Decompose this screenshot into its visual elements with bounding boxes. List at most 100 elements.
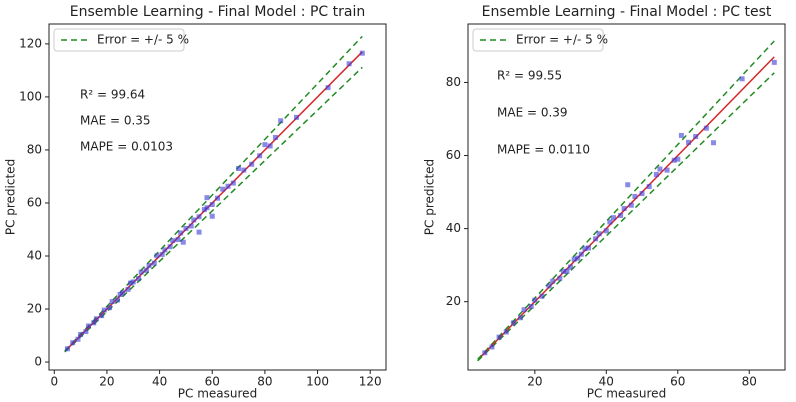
data-point: [83, 329, 89, 335]
data-point: [550, 278, 556, 284]
annotation: R² = 99.55: [497, 69, 562, 83]
data-point: [639, 191, 645, 197]
y-tick-label: 80: [446, 75, 461, 89]
data-point: [346, 61, 352, 67]
x-tick-label: 80: [257, 375, 272, 389]
data-point: [578, 251, 584, 257]
data-point: [278, 118, 284, 124]
data-point: [225, 183, 231, 189]
data-point: [70, 340, 76, 346]
data-point: [664, 167, 670, 173]
data-point: [585, 245, 591, 251]
data-point: [560, 268, 566, 274]
annotation: R² = 99.64: [80, 88, 145, 102]
data-point: [671, 157, 677, 163]
x-tick-label: 100: [306, 375, 329, 389]
y-tick-label: 0: [34, 355, 42, 369]
data-point: [178, 230, 184, 236]
data-point: [489, 344, 495, 350]
data-point: [771, 59, 777, 65]
x-tick-label: 80: [742, 375, 757, 389]
data-point: [571, 256, 577, 262]
data-point: [183, 225, 189, 231]
data-point: [128, 280, 134, 286]
data-point: [236, 165, 242, 171]
data-point: [325, 85, 331, 91]
data-point: [162, 247, 168, 253]
data-point: [532, 297, 538, 303]
x-tick-label: 40: [599, 375, 614, 389]
y-tick-label: 60: [27, 195, 42, 209]
data-point: [510, 320, 516, 326]
y-tick-label: 100: [19, 89, 42, 103]
data-point: [215, 195, 220, 201]
data-point: [188, 223, 194, 229]
data-point: [196, 229, 202, 235]
annotation: MAE = 0.39: [497, 106, 568, 120]
x-tick-label: 120: [359, 375, 382, 389]
data-point: [220, 186, 226, 192]
data-point: [130, 279, 136, 285]
data-point: [557, 275, 563, 281]
data-point: [138, 269, 144, 275]
data-point: [575, 255, 581, 261]
data-point: [201, 207, 207, 213]
y-tick-label: 60: [446, 148, 461, 162]
data-point: [628, 202, 634, 208]
legend-label: Error = +/- 5 %: [97, 33, 189, 47]
y-tick-label: 40: [27, 248, 42, 262]
data-point: [125, 286, 131, 292]
data-point: [546, 283, 552, 289]
data-point: [241, 167, 247, 173]
data-point: [632, 193, 638, 199]
x-axis-label: PC measured: [178, 387, 257, 401]
data-point: [167, 244, 173, 250]
data-point: [64, 346, 70, 352]
data-point: [175, 237, 181, 243]
data-point: [503, 329, 509, 335]
data-point: [209, 202, 215, 208]
data-point: [272, 134, 278, 140]
data-point: [120, 290, 126, 296]
data-point: [143, 267, 149, 273]
data-point: [496, 334, 502, 340]
error-band-line: [64, 35, 363, 352]
y-tick-label: 120: [19, 36, 42, 50]
error-band-line: [477, 40, 775, 360]
data-point: [191, 217, 197, 223]
data-point: [621, 206, 627, 212]
plot-frame: [467, 23, 786, 371]
data-point: [75, 336, 81, 342]
data-point: [230, 180, 236, 186]
data-point: [646, 184, 652, 190]
data-point: [180, 239, 186, 245]
y-tick-label: 80: [27, 142, 42, 156]
data-point: [107, 305, 113, 311]
x-tick-label: 0: [50, 375, 58, 389]
data-point: [109, 299, 115, 305]
data-point: [539, 293, 545, 299]
data-point: [293, 114, 299, 120]
data-point: [518, 315, 524, 321]
error-band-line: [64, 66, 363, 353]
plot-frame: [48, 23, 387, 371]
data-point: [528, 303, 534, 309]
chart-title: Ensemble Learning - Final Model : PC tes…: [482, 4, 772, 20]
y-axis-label: PC predicted: [4, 159, 18, 235]
data-point: [93, 316, 99, 322]
data-point: [159, 251, 165, 257]
data-point: [678, 132, 684, 138]
data-point: [136, 276, 142, 282]
x-tick-label: 20: [99, 375, 114, 389]
legend-box: [53, 28, 185, 52]
data-point: [146, 263, 152, 269]
data-point: [521, 307, 527, 313]
data-point: [85, 323, 91, 329]
data-point: [686, 139, 692, 145]
x-tick-label: 60: [670, 375, 685, 389]
annotation: MAE = 0.35: [80, 114, 151, 128]
data-point: [151, 260, 157, 266]
data-point: [267, 143, 273, 149]
x-tick-label: 60: [205, 375, 220, 389]
